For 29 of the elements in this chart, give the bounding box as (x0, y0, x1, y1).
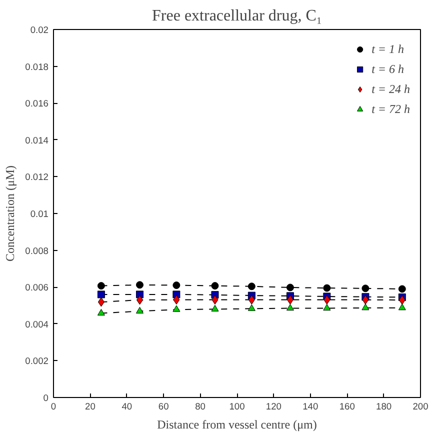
y-tick-label: 0.004 (25, 319, 48, 330)
y-tick-label: 0.016 (25, 98, 48, 109)
y-tick-label: 0.012 (25, 172, 48, 182)
chart-title: Free extracellular drug, C₁ (152, 8, 322, 24)
x-tick-label: 20 (85, 402, 96, 412)
legend-label: t = 72 h (372, 102, 410, 116)
x-tick-label: 140 (302, 402, 318, 412)
x-tick-label: 120 (266, 402, 282, 412)
legend-label: t = 1 h (372, 42, 404, 56)
y-tick-label: 0.014 (25, 135, 48, 146)
y-tick-label: 0.006 (25, 282, 48, 293)
x-tick-label: 80 (195, 402, 206, 412)
y-axis-title: Concentration (μM) (3, 165, 18, 262)
x-axis-title: Distance from vessel centre (μm) (157, 418, 317, 432)
x-tick-label: 0 (50, 402, 56, 412)
x-tick-label: 100 (229, 402, 245, 412)
x-tick-label: 180 (376, 402, 392, 412)
legend-label: t = 24 h (372, 82, 410, 96)
y-tick-label: 0.018 (25, 62, 48, 72)
x-tick-label: 40 (122, 402, 132, 412)
y-tick-label: 0 (43, 393, 49, 403)
x-tick-label: 160 (339, 402, 355, 412)
x-tick-label: 60 (158, 402, 169, 412)
x-tick-label: 200 (412, 402, 428, 412)
y-tick-label: 0.01 (30, 209, 48, 219)
legend-label: t = 6 h (372, 62, 404, 76)
y-tick-label: 0.002 (25, 356, 48, 366)
y-tick-label: 0.02 (30, 25, 48, 35)
y-tick-label: 0.008 (25, 246, 48, 256)
